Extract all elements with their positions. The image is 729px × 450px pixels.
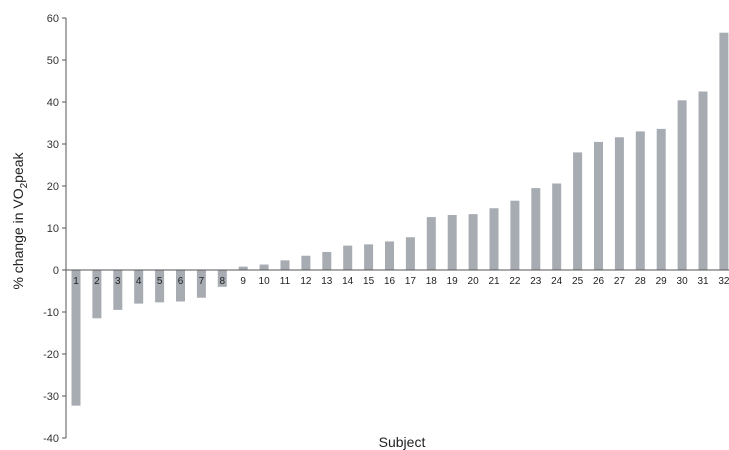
y-tick-label: 50 — [47, 55, 59, 67]
x-category-label: 7 — [199, 276, 205, 287]
x-category-label: 15 — [363, 276, 375, 287]
bar-subject-9 — [238, 266, 248, 270]
y-tick-label: -30 — [43, 391, 59, 403]
y-axis-title: % change in VO2peak — [10, 151, 30, 289]
y-tick-label: 30 — [47, 139, 59, 151]
x-category-label: 2 — [94, 276, 100, 287]
x-category-label: 28 — [635, 276, 647, 287]
x-category-label: 5 — [157, 276, 163, 287]
bar-subject-28 — [635, 131, 645, 270]
y-tick-label: -20 — [43, 349, 59, 361]
x-category-label: 32 — [718, 276, 729, 287]
y-axis: -40 -30 -20 -10 0 10 20 30 40 50 60 — [43, 13, 67, 445]
bar-subject-13 — [322, 251, 332, 270]
y-tick-label: -40 — [43, 433, 59, 445]
x-category-label: 30 — [677, 276, 689, 287]
bar-subject-20 — [468, 214, 478, 270]
bar-subject-10 — [259, 264, 269, 270]
bar-subject-7 — [196, 270, 206, 298]
y-tick-label: 0 — [53, 265, 59, 277]
x-category-label: 13 — [321, 276, 333, 287]
x-category-label: 17 — [405, 276, 417, 287]
bar-subject-15 — [364, 244, 374, 270]
y-axis-title-subscript: 2 — [19, 182, 30, 188]
bar-subject-31 — [698, 91, 708, 270]
x-category-label: 29 — [656, 276, 668, 287]
x-category-label: 21 — [488, 276, 500, 287]
x-category-label: 19 — [447, 276, 459, 287]
bar-subject-17 — [405, 237, 415, 270]
y-tick-label: 10 — [47, 223, 59, 235]
bar-subject-29 — [656, 128, 666, 270]
bar-subject-19 — [447, 214, 457, 270]
x-category-label: 20 — [468, 276, 480, 287]
x-category-label: 8 — [220, 276, 226, 287]
bar-subject-25 — [573, 152, 583, 270]
x-category-label: 31 — [697, 276, 709, 287]
bar-subject-4 — [134, 270, 144, 304]
y-tick-label: 60 — [47, 13, 59, 25]
x-category-label: 16 — [384, 276, 396, 287]
bar-subject-1 — [71, 270, 81, 406]
x-axis-title: Subject — [379, 434, 426, 450]
y-tick-label: 20 — [47, 181, 59, 193]
bar-subject-14 — [343, 245, 353, 270]
bar-subject-3 — [113, 270, 123, 310]
bars — [71, 32, 729, 406]
bar-subject-5 — [155, 270, 165, 303]
x-category-label: 9 — [240, 276, 246, 287]
bar-subject-30 — [677, 100, 687, 270]
x-category-label: 18 — [426, 276, 438, 287]
x-category-label: 3 — [115, 276, 121, 287]
bar-subject-18 — [426, 217, 436, 270]
x-category-label: 12 — [300, 276, 312, 287]
x-category-label: 14 — [342, 276, 354, 287]
bar-subject-16 — [385, 241, 394, 270]
bar-subject-27 — [614, 137, 624, 270]
bar-subject-26 — [594, 141, 603, 270]
x-category-label: 22 — [509, 276, 521, 287]
bar-subject-23 — [531, 188, 541, 270]
x-category-label: 1 — [73, 276, 79, 287]
bar-subject-32 — [719, 32, 729, 271]
bar-subject-11 — [280, 260, 290, 270]
y-axis-title-prefix: % change in VO — [10, 188, 26, 289]
x-category-label: 11 — [280, 276, 291, 287]
x-category-label: 27 — [614, 276, 626, 287]
y-tick-label: -10 — [43, 307, 59, 319]
y-axis-title-suffix: peak — [10, 151, 26, 182]
bar-subject-6 — [176, 270, 185, 302]
bar-subject-2 — [92, 270, 102, 319]
x-category-label: 24 — [551, 276, 563, 287]
y-tick-label: 40 — [47, 97, 59, 109]
bar-subject-8 — [217, 270, 227, 287]
bar-subject-12 — [301, 255, 311, 270]
x-category-label: 4 — [136, 276, 142, 287]
bar-subject-22 — [510, 200, 520, 270]
x-category-label: 6 — [178, 276, 184, 287]
bar-subject-24 — [552, 183, 562, 270]
bar-subject-21 — [489, 208, 499, 270]
x-category-label: 25 — [572, 276, 584, 287]
x-category-label: 10 — [259, 276, 271, 287]
x-category-labels: 1 2 3 4 5 6 7 8 9 10 11 12 13 14 15 16 17 18 19 20 21 22 23 24 2… — [73, 276, 729, 287]
x-category-label: 23 — [530, 276, 542, 287]
x-category-label: 26 — [593, 276, 605, 287]
